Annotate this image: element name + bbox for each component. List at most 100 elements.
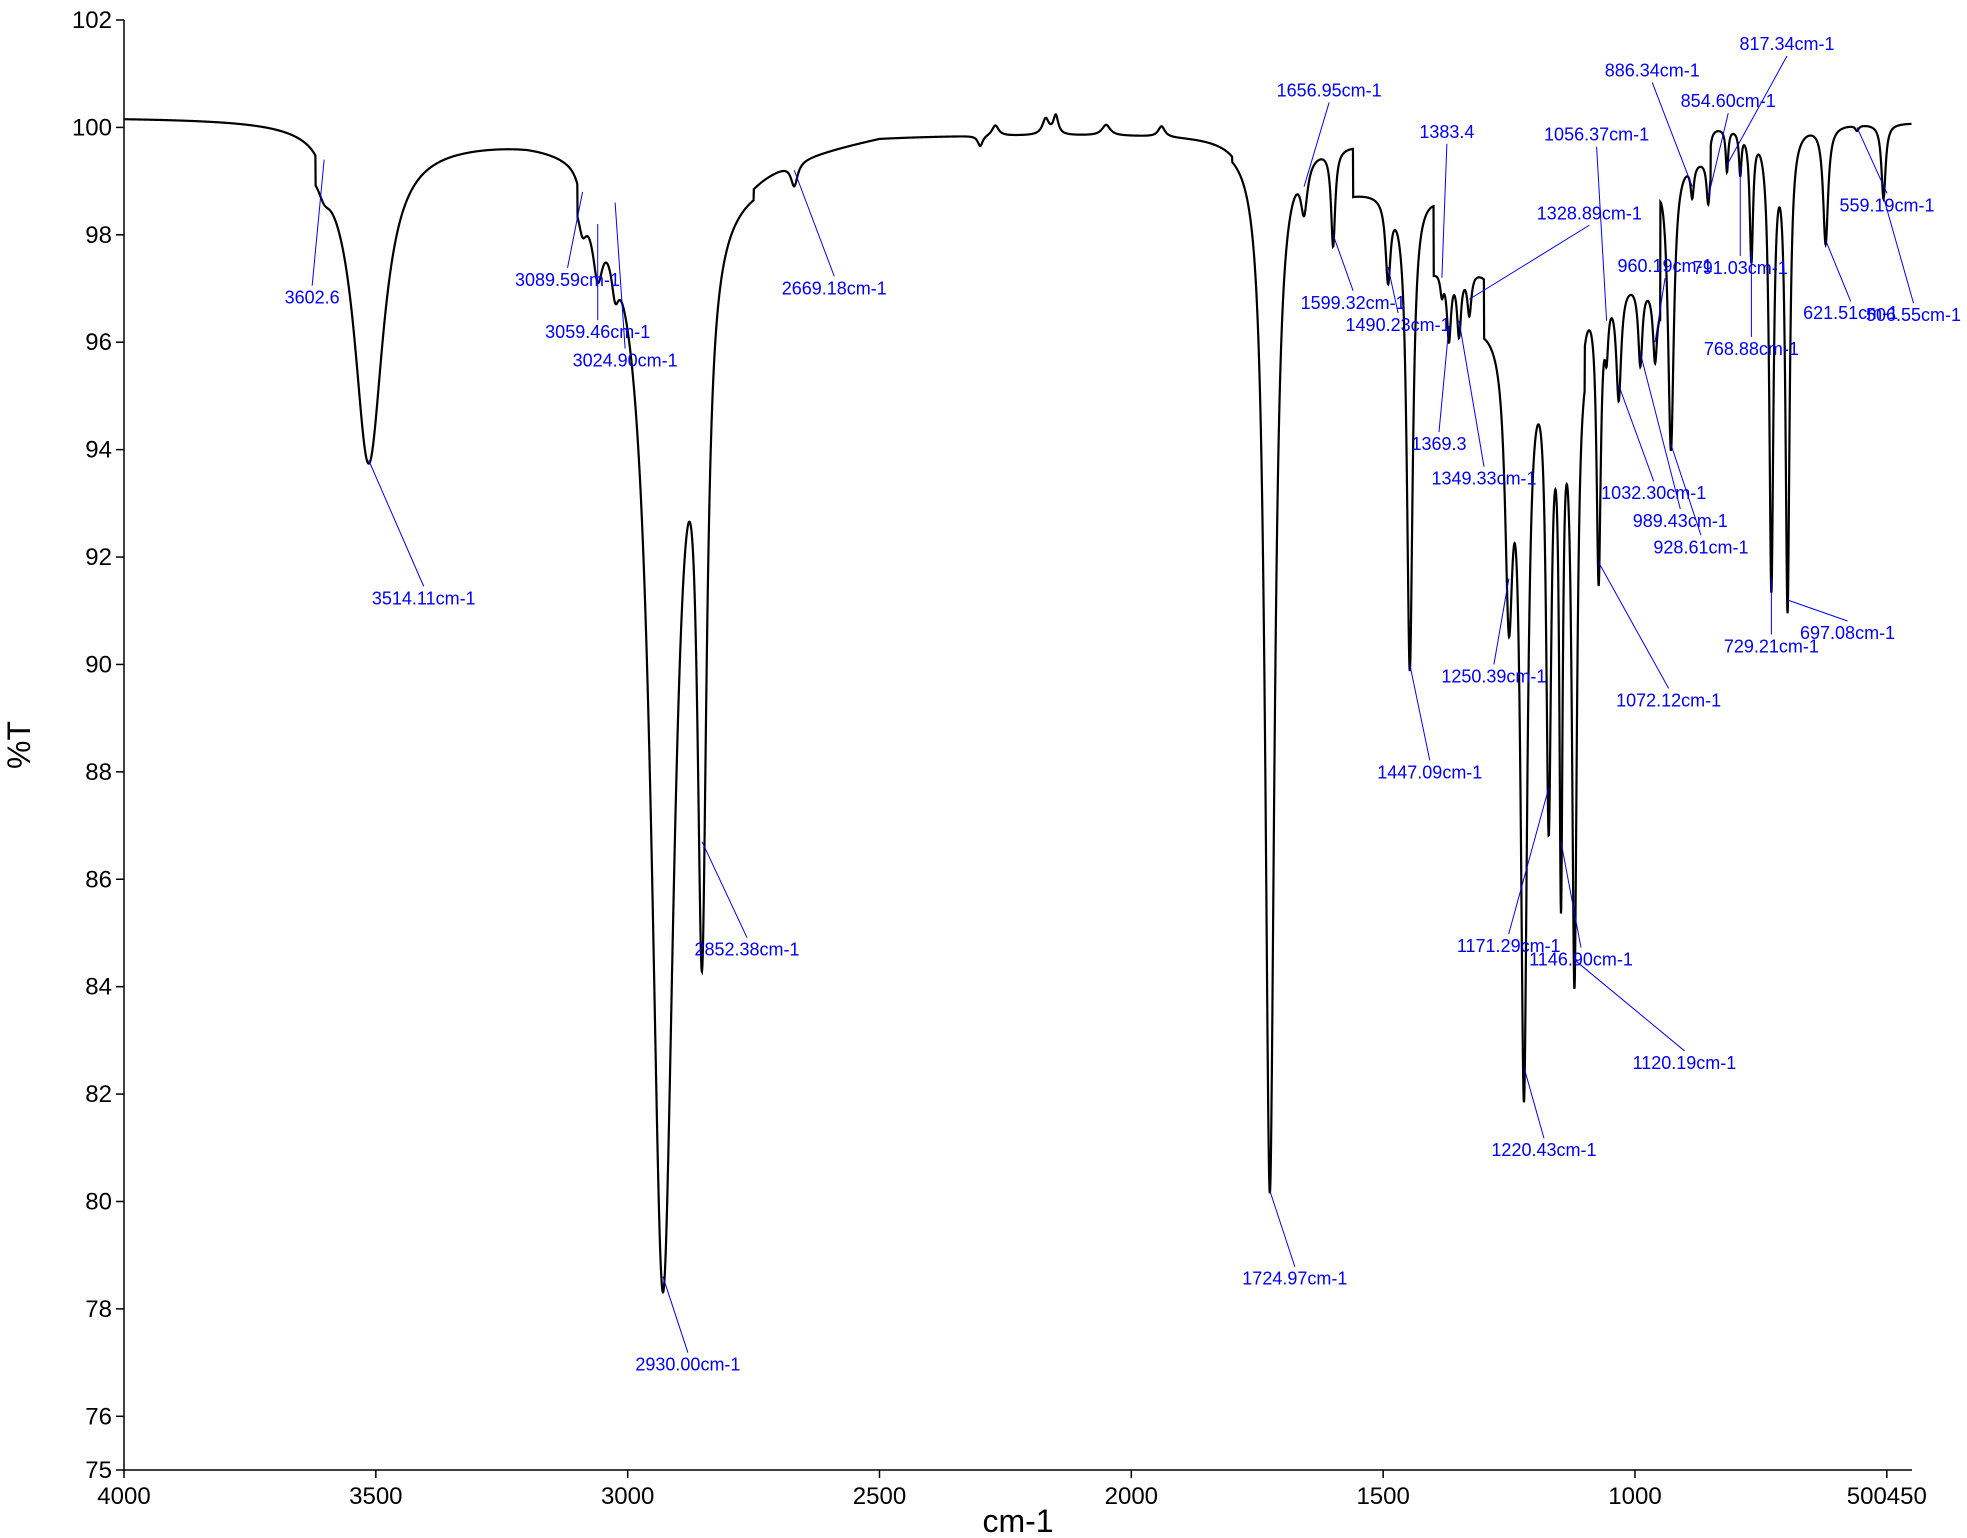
peak-label: 817.34cm-1 xyxy=(1739,34,1834,54)
peak-annotation: 989.43cm-1 xyxy=(1633,352,1728,531)
peak-leader-line xyxy=(1387,266,1399,314)
peak-label: 791.03cm-1 xyxy=(1693,258,1788,278)
peak-label: 2669.18cm-1 xyxy=(782,278,887,298)
peak-leader-line xyxy=(1332,234,1354,291)
peak-label: 1383.4 xyxy=(1419,122,1474,142)
peak-leader-line xyxy=(1883,197,1914,304)
peak-annotation: 506.55cm-1 xyxy=(1866,197,1961,325)
peak-annotation: 697.08cm-1 xyxy=(1787,599,1895,643)
peak-leader-line xyxy=(1303,102,1330,187)
peak-annotation: 2852.38cm-1 xyxy=(694,841,800,960)
y-tick-label: 94 xyxy=(85,437,112,464)
y-tick-label: 78 xyxy=(85,1296,112,1323)
peak-annotation: 729.21cm-1 xyxy=(1724,578,1819,657)
peak-label: 886.34cm-1 xyxy=(1605,60,1700,80)
peak-label: 3602.6 xyxy=(285,288,340,308)
y-tick-label: 80 xyxy=(85,1188,112,1215)
peak-label: 1171.29cm-1 xyxy=(1457,936,1561,956)
peak-leader-line xyxy=(1825,239,1852,302)
peak-annotation: 3602.6 xyxy=(285,159,340,308)
x-tick-label: 1500 xyxy=(1356,1483,1409,1510)
peak-leader-line xyxy=(1409,664,1431,761)
peak-annotation: 1349.33cm-1 xyxy=(1432,320,1537,489)
peak-label: 928.61cm-1 xyxy=(1653,537,1748,557)
peak-leader-line xyxy=(311,159,325,286)
peak-leader-line xyxy=(1726,55,1788,166)
x-tick-label: 2000 xyxy=(1105,1483,1158,1510)
peak-leader-line xyxy=(1598,562,1670,689)
peak-annotation: 768.88cm-1 xyxy=(1704,250,1799,359)
peak-annotation: 1056.37cm-1 xyxy=(1544,125,1649,321)
y-tick-label: 84 xyxy=(85,974,112,1001)
peak-annotation: 3514.11cm-1 xyxy=(368,460,476,608)
peak-annotation: 1383.4 xyxy=(1419,122,1474,278)
peak-annotation: 559.19cm-1 xyxy=(1839,127,1935,215)
peak-leader-line xyxy=(1639,352,1681,510)
y-tick-label: 92 xyxy=(85,544,112,571)
peak-leader-line xyxy=(1441,143,1448,278)
y-tick-label: 76 xyxy=(85,1403,112,1430)
x-tick-label: 4000 xyxy=(97,1483,150,1510)
peak-label: 854.60cm-1 xyxy=(1681,91,1776,111)
peak-label: 1724.97cm-1 xyxy=(1242,1269,1347,1289)
peak-annotation: 791.03cm-1 xyxy=(1693,165,1788,278)
peak-annotation: 1724.97cm-1 xyxy=(1242,1190,1347,1289)
peak-label: 989.43cm-1 xyxy=(1633,511,1728,531)
peak-label: 559.19cm-1 xyxy=(1839,195,1934,215)
peak-label: 1120.19cm-1 xyxy=(1633,1053,1737,1073)
peak-label: 1250.39cm-1 xyxy=(1441,667,1546,687)
y-axis-title: %T xyxy=(1,721,37,769)
peak-annotations: 3602.6 3514.11cm-1 3089.59cm-1 3059.46cm-1 3… xyxy=(285,34,1961,1375)
peak-leader-line xyxy=(662,1276,689,1353)
peak-leader-line xyxy=(1560,841,1582,948)
y-tick-label: 96 xyxy=(85,329,112,356)
peak-leader-line xyxy=(1574,959,1685,1052)
peak-annotation: 1369.3 xyxy=(1411,326,1467,454)
peak-leader-line xyxy=(1458,320,1485,467)
x-tick-label: 3000 xyxy=(601,1483,654,1510)
x-axis-title: cm-1 xyxy=(982,1503,1053,1538)
x-tick-label: 3500 xyxy=(349,1483,402,1510)
peak-label: 2852.38cm-1 xyxy=(694,940,799,960)
peak-leader-line xyxy=(1618,385,1655,482)
peak-annotation: 1171.29cm-1 xyxy=(1457,787,1561,956)
peak-label: 1146.90cm-1 xyxy=(1529,950,1633,970)
x-tick-label: 500450 xyxy=(1847,1483,1927,1510)
y-tick-label: 75 xyxy=(85,1457,112,1484)
peak-leader-line xyxy=(793,170,835,277)
peak-leader-line xyxy=(1654,278,1666,343)
peak-label: 3514.11cm-1 xyxy=(372,588,476,608)
peak-label: 1349.33cm-1 xyxy=(1432,469,1537,489)
x-ticks: 4000 3500 3000 2500 2000 1500 1000 500450 xyxy=(97,1470,1927,1510)
peak-annotation: 1656.95cm-1 xyxy=(1277,80,1382,187)
peak-leader-line xyxy=(1469,224,1590,300)
y-tick-label: 102 xyxy=(72,7,112,34)
peak-annotation: 854.60cm-1 xyxy=(1681,91,1776,198)
peak-label: 1490.23cm-1 xyxy=(1346,315,1451,335)
peak-leader-line xyxy=(1670,444,1702,536)
peak-leader-line xyxy=(1438,326,1450,433)
peak-leader-line xyxy=(1596,146,1608,321)
peak-annotation: 1447.09cm-1 xyxy=(1377,664,1482,782)
peak-leader-line xyxy=(567,191,584,268)
peak-annotation: 1250.39cm-1 xyxy=(1441,578,1546,687)
peak-leader-line xyxy=(614,202,626,349)
peak-leader-line xyxy=(1508,787,1550,935)
peak-annotation: 886.34cm-1 xyxy=(1605,60,1700,187)
peak-annotation: 928.61cm-1 xyxy=(1653,444,1748,557)
peak-leader-line xyxy=(1856,127,1888,194)
y-tick-label: 100 xyxy=(72,114,112,141)
peak-label: 3089.59cm-1 xyxy=(515,270,620,290)
peak-annotation: 1220.43cm-1 xyxy=(1491,1067,1597,1160)
y-tick-label: 98 xyxy=(85,222,112,249)
spectrum-line xyxy=(123,113,1912,1294)
peak-annotation: 2930.00cm-1 xyxy=(635,1276,740,1375)
peak-label: 729.21cm-1 xyxy=(1724,637,1819,657)
peak-label: 1599.32cm-1 xyxy=(1301,293,1406,313)
peak-annotation: 960.19cm-1 xyxy=(1618,256,1713,343)
peak-label: 1220.43cm-1 xyxy=(1491,1140,1596,1160)
peak-leader-line xyxy=(1269,1190,1296,1267)
peak-label: 3059.46cm-1 xyxy=(545,322,650,342)
peak-annotation: 1072.12cm-1 xyxy=(1598,562,1721,710)
